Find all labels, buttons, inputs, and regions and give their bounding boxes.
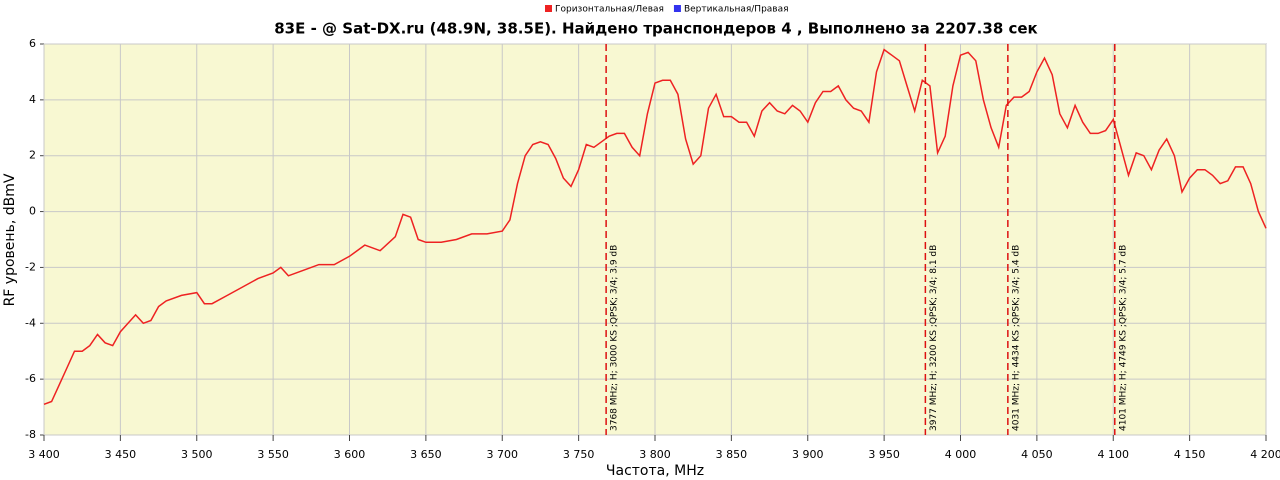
x-tick-label: 4 100 <box>1098 448 1130 461</box>
y-tick-label: 0 <box>29 205 36 218</box>
x-tick-label: 3 400 <box>28 448 60 461</box>
x-tick-label: 3 950 <box>868 448 900 461</box>
x-tick-label: 4 000 <box>945 448 977 461</box>
y-tick-label: -6 <box>25 372 36 385</box>
marker-label: 3977 MHz; H; 3200 KS ;QPSK; 3/4; 8.1 dB <box>929 245 939 431</box>
y-tick-label: -4 <box>25 316 36 329</box>
chart-title: 83E - @ Sat-DX.ru (48.9N, 38.5E). Найден… <box>274 20 1037 38</box>
y-tick-label: -2 <box>25 260 36 273</box>
legend-label: Горизонтальная/Левая <box>555 5 664 15</box>
x-tick-label: 3 900 <box>792 448 824 461</box>
legend: Горизонтальная/Левая Вертикальная/Правая <box>545 5 789 15</box>
x-tick-label: 3 850 <box>716 448 748 461</box>
legend-swatch <box>545 5 552 12</box>
y-tick-label: 6 <box>29 37 36 50</box>
x-tick-label: 3 700 <box>487 448 519 461</box>
y-axis-label: RF уровень, dBmV <box>2 173 18 306</box>
x-tick-label: 4 200 <box>1250 448 1280 461</box>
y-tick-label: 2 <box>29 149 36 162</box>
marker-label: 4101 MHz; H; 4749 KS ;QPSK; 3/4; 5.7 dB <box>1118 245 1128 431</box>
marker-label: 3768 MHz; H; 3000 KS ;QPSK; 3/4; 3.9 dB <box>610 245 620 431</box>
x-tick-label: 3 600 <box>334 448 366 461</box>
legend-label: Вертикальная/Правая <box>684 5 789 15</box>
x-tick-label: 3 450 <box>105 448 137 461</box>
marker-label: 4031 MHz; H; 4434 KS ;QPSK; 3/4; 5.4 dB <box>1011 245 1021 431</box>
legend-swatch <box>673 5 681 12</box>
x-tick-label: 3 800 <box>639 448 671 461</box>
x-tick-label: 3 500 <box>181 448 213 461</box>
y-tick-label: -8 <box>25 428 36 441</box>
y-tick-label: 4 <box>29 93 36 106</box>
x-tick-label: 3 550 <box>257 448 289 461</box>
x-tick-label: 3 650 <box>410 448 442 461</box>
series-line <box>43 48 1267 406</box>
x-tick-label: 4 150 <box>1174 448 1206 461</box>
x-tick-label: 3 750 <box>563 448 595 461</box>
x-axis-label: Частота, MHz <box>606 463 704 479</box>
x-tick-label: 4 050 <box>1021 448 1053 461</box>
